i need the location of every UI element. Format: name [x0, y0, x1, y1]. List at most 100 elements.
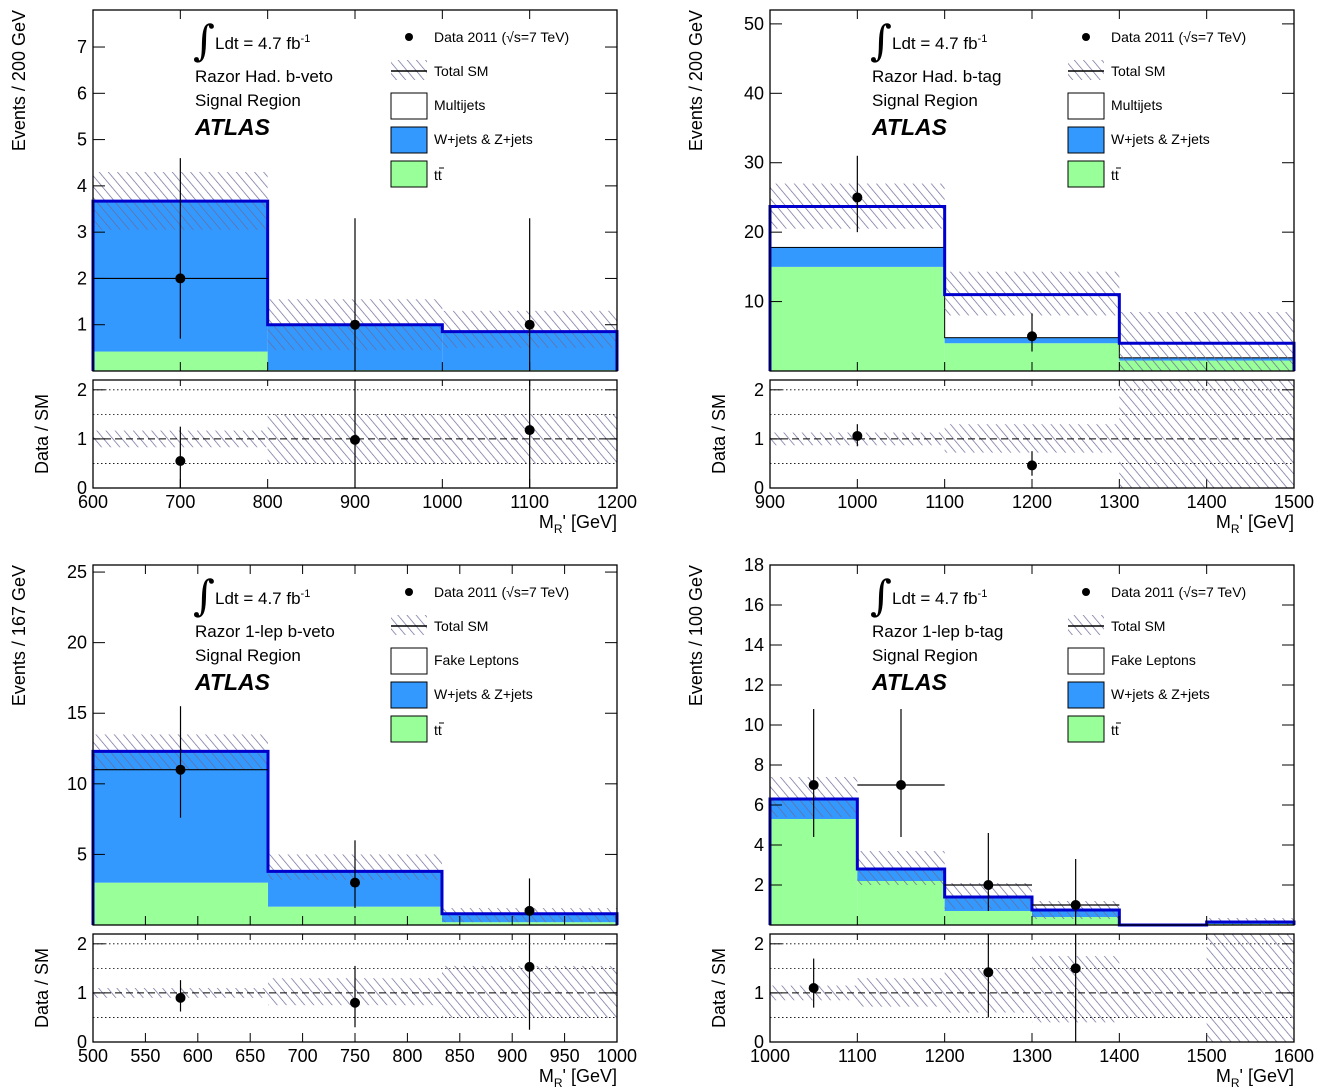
legend-total-label: Total SM — [1111, 618, 1165, 634]
ratio-y-tick-label: 1 — [754, 429, 764, 449]
data-point — [175, 764, 186, 775]
luminosity-exponent: -1 — [301, 588, 311, 600]
atlas-label: ATLAS — [194, 114, 271, 140]
integral-symbol-icon: ∫ — [870, 16, 892, 65]
luminosity-label: Ldt = 4.7 fb-1 — [215, 33, 310, 53]
legend-ttbar-swatch — [390, 715, 428, 743]
y-tick-label: 10 — [67, 774, 87, 794]
channel-label: Razor Had. b-tag — [872, 67, 1001, 86]
legend-data-suffix: =7 TeV) — [1198, 29, 1246, 45]
ratio-point — [808, 983, 819, 993]
channel-label: Razor 1-lep b-tag — [872, 622, 1003, 641]
ratio-y-tick-label: 2 — [754, 934, 764, 954]
x-tick-label: 1200 — [1012, 492, 1052, 512]
ratio-point — [175, 992, 186, 1003]
luminosity-exponent: -1 — [301, 33, 311, 45]
y-tick-label: 10 — [744, 292, 764, 312]
ttbar-bar — [268, 906, 442, 925]
chart-panel-1: 600 700 800 900 1000 1100 1200 1 2 3 4 5 6 7 Events / … — [9, 9, 637, 536]
ratio-point — [350, 434, 360, 445]
atlas-label: ATLAS — [871, 114, 948, 140]
legend-data-label: Data 2011 (√s=7 TeV) — [434, 29, 569, 45]
x-axis-title-sub: R — [1231, 522, 1240, 536]
region-label: Signal Region — [872, 91, 978, 110]
legend-fake-swatch — [1067, 92, 1105, 120]
x-tick-label: 1200 — [925, 1046, 965, 1066]
y-axis-title: Events / 167 GeV — [9, 565, 29, 706]
x-tick-label: 650 — [235, 1046, 265, 1066]
x-tick-label: 1200 — [597, 492, 637, 512]
ratio-frame — [769, 379, 1295, 489]
legend-data-s: s — [514, 584, 521, 600]
x-axis-title: MR' [GeV] — [539, 1066, 617, 1090]
legend-total-hatch — [1068, 615, 1104, 635]
ttbar-bar — [857, 881, 945, 925]
x-axis-title: MR' [GeV] — [1216, 512, 1294, 536]
x-tick-label: 800 — [392, 1046, 422, 1066]
legend: Data 2011 (√s=7 TeV) Total SM Fake Leptons… — [390, 584, 569, 743]
data-point — [1027, 331, 1037, 342]
x-tick-label: 1500 — [1274, 492, 1314, 512]
y-tick-label: 20 — [67, 633, 87, 653]
legend-wz-swatch — [390, 681, 428, 709]
x-axis-title-suffix: ' [GeV] — [1240, 1066, 1294, 1086]
y-tick-label: 4 — [754, 835, 764, 855]
legend-ttbar-swatch — [1067, 160, 1105, 188]
channel-label: Razor Had. b-veto — [195, 67, 333, 86]
ttbar-bar — [770, 266, 945, 371]
luminosity-exponent: -1 — [978, 33, 988, 45]
ratio-point — [524, 961, 535, 972]
legend-wz-swatch — [1067, 681, 1105, 709]
y-axis-title: Events / 100 GeV — [686, 565, 706, 706]
ratio-point — [524, 425, 535, 436]
y-tick-label: 14 — [744, 635, 764, 655]
ratio-y-tick-label: 2 — [77, 380, 87, 400]
ratio-y-axis-title: Data / SM — [32, 948, 52, 1028]
ttbar-bar — [93, 882, 269, 925]
legend-data-s: s — [514, 29, 521, 45]
axes-layer: 600 700 800 900 1000 1100 1200 1 2 3 4 5 6 7 Events / … — [9, 10, 637, 512]
ratio-y-tick-label: 0 — [754, 1032, 764, 1052]
integral-symbol-icon: ∫ — [193, 16, 215, 65]
ratio-y-tick-label: 0 — [77, 1032, 87, 1052]
ratio-panel: 0 1 2 Data / SM — [709, 379, 1295, 498]
ratio-panel: 0 1 2 Data / SM — [709, 933, 1295, 1052]
ratio-y-tick-label: 0 — [77, 478, 87, 498]
legend: Data 2011 (√s=7 TeV) Total SM Fake Leptons… — [1067, 584, 1246, 743]
x-axis-title-m: M — [1216, 512, 1231, 532]
legend-fake-label: Multijets — [1111, 97, 1162, 113]
ttbar-bar — [944, 911, 1032, 925]
legend: Data 2011 (√s=7 TeV) Total SM Multijets W+j… — [390, 29, 569, 188]
ratio-frame — [769, 933, 1295, 1043]
legend-fake-swatch — [1067, 647, 1105, 675]
y-tick-label: 3 — [77, 222, 87, 242]
legend-wz-label: W+jets & Z+jets — [1111, 686, 1210, 702]
x-tick-label: 700 — [288, 1046, 318, 1066]
data-point — [808, 780, 819, 790]
legend-ttbar-label: tt — [1111, 167, 1119, 183]
x-axis-title-suffix: ' [GeV] — [1240, 512, 1294, 532]
x-tick-label: 550 — [130, 1046, 160, 1066]
legend-data-s: s — [1191, 584, 1198, 600]
luminosity-label: Ldt = 4.7 fb-1 — [892, 588, 987, 608]
legend-fake-swatch — [390, 92, 428, 120]
axes-layer: 1000 1100 1200 1300 1400 1500 1600246810121416… — [686, 555, 1314, 1066]
sqrt-symbol-icon: √ — [506, 584, 514, 600]
legend-data-suffix: =7 TeV) — [521, 29, 569, 45]
legend-data-prefix: Data 2011 ( — [1111, 29, 1183, 45]
x-axis-title-m: M — [539, 512, 554, 532]
luminosity-text: Ldt = 4.7 fb — [892, 34, 978, 53]
x-tick-label: 1600 — [1274, 1046, 1314, 1066]
ttbar-bar — [93, 351, 268, 371]
x-tick-label: 900 — [340, 492, 370, 512]
legend-ttbar-tbar: t — [438, 167, 442, 183]
data-point — [1070, 900, 1081, 910]
ratio-point — [983, 967, 994, 978]
y-tick-label: 50 — [744, 14, 764, 34]
luminosity-exponent: -1 — [978, 588, 988, 600]
ratio-y-tick-label: 2 — [77, 934, 87, 954]
luminosity-label: Ldt = 4.7 fb-1 — [215, 588, 310, 608]
legend-data-suffix: =7 TeV) — [1198, 584, 1246, 600]
x-axis-title: MR' [GeV] — [1216, 1066, 1294, 1090]
y-tick-label: 1 — [77, 315, 87, 335]
